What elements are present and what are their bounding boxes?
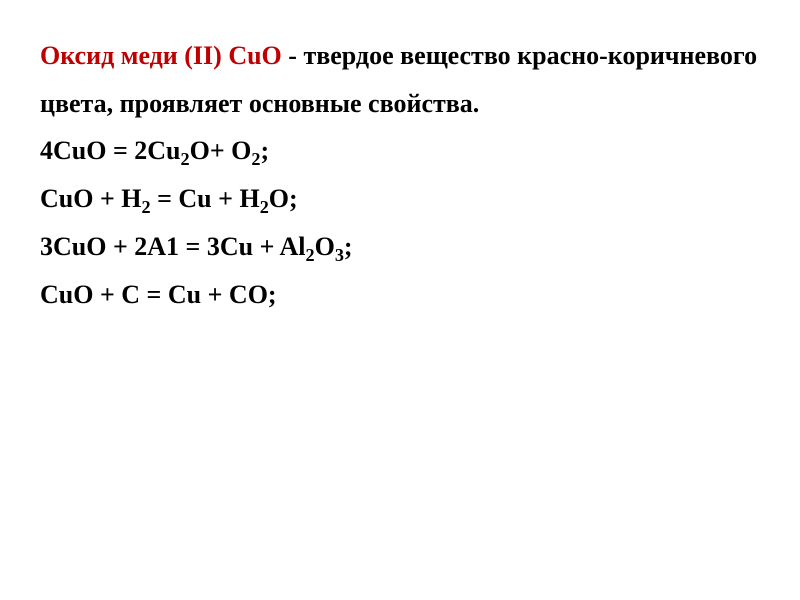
subscript: 2 (142, 197, 151, 217)
equation: CuO + C = Cu + CO; (40, 282, 760, 308)
equation-text: ; (344, 232, 353, 261)
subscript: 3 (335, 245, 344, 265)
equation-text: O+ O (190, 136, 252, 165)
equation-text: CuO + C = Cu + CO; (40, 280, 277, 309)
equation: CuO + H2 = Cu + H2O; (40, 186, 760, 212)
subscript: 2 (181, 149, 190, 169)
equation-text: O; (269, 184, 298, 213)
intro-paragraph: Оксид меди (II) СuО - твердое вещество к… (40, 32, 760, 128)
equation: 4CuO = 2Cu2O+ O2; (40, 138, 760, 164)
equations-list: 4CuO = 2Cu2O+ O2;CuO + H2 = Cu + H2O;3Cu… (40, 138, 760, 308)
compound-title: Оксид меди (II) СuО (40, 41, 282, 70)
equation-text: CuO + H (40, 184, 142, 213)
equation-text: 4CuO = 2Cu (40, 136, 181, 165)
equation: 3CuO + 2A1 = 3Cu + Al2O3; (40, 234, 760, 260)
subscript: 2 (260, 197, 269, 217)
subscript: 2 (305, 245, 314, 265)
equation-text: 3CuO + 2A1 = 3Cu + Al (40, 232, 305, 261)
equation-text: = Cu + H (151, 184, 260, 213)
equation-text: ; (260, 136, 269, 165)
equation-text: O (315, 232, 335, 261)
